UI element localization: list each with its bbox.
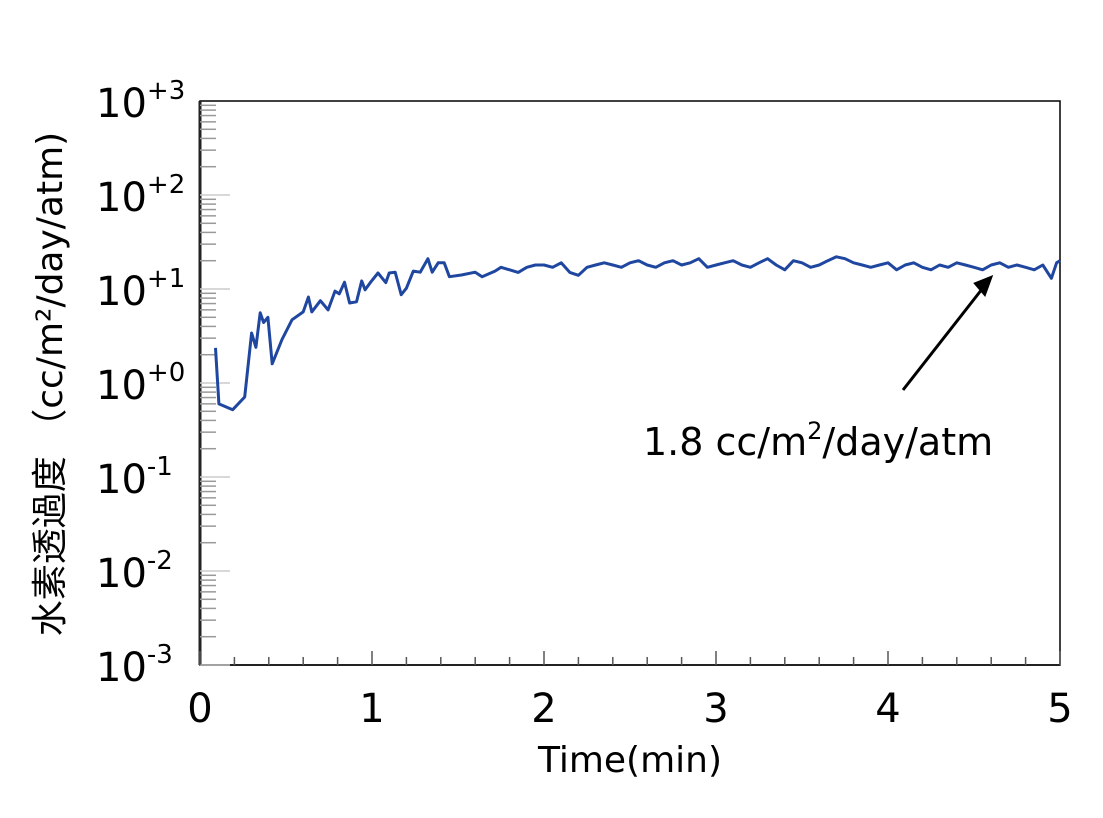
y-tick-label: 10+0	[96, 358, 185, 409]
annotation-text: 1.8 cc/m2/day/atm	[643, 417, 993, 464]
x-axis-label: Time(min)	[537, 740, 722, 781]
x-tick-label: 2	[531, 686, 556, 732]
y-tick-label: 10-3	[96, 640, 173, 691]
y-tick-label: 10-2	[96, 546, 173, 597]
x-tick-label: 4	[875, 686, 900, 732]
y-tick-label: 10+3	[96, 76, 185, 127]
annotation-arrowhead	[973, 275, 994, 298]
x-tick-label: 5	[1047, 686, 1072, 732]
x-tick-label: 3	[703, 686, 728, 732]
plot-area	[199, 100, 1061, 666]
series-line	[214, 255, 1061, 412]
y-tick-label: 10+2	[96, 170, 185, 221]
x-tick-label: 1	[359, 686, 384, 732]
y-axis-label: 水素透過度 （cc/m²/day/atm)	[30, 132, 71, 636]
annotation-arrow-shaft	[901, 284, 987, 391]
x-tick-label: 0	[187, 686, 212, 732]
y-tick-label: 10-1	[96, 452, 173, 503]
y-tick-label: 10+1	[96, 264, 185, 315]
